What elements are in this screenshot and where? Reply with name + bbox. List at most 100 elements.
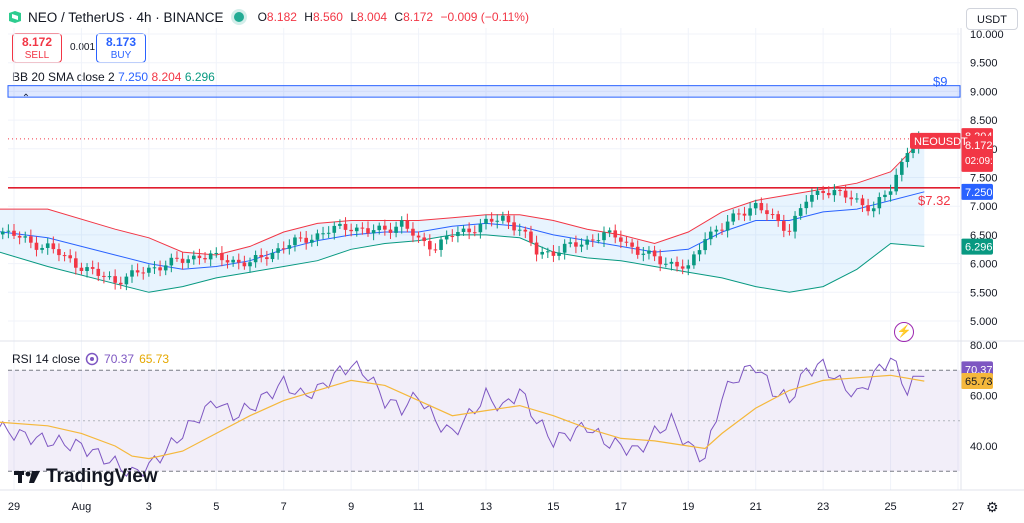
candle-body[interactable] [40, 247, 44, 250]
candle-body[interactable] [905, 153, 910, 163]
candle-body[interactable] [118, 282, 123, 285]
candle-body[interactable] [512, 222, 516, 231]
candle-body[interactable] [849, 197, 854, 200]
candle-body[interactable] [62, 255, 67, 257]
candle-body[interactable] [585, 239, 589, 245]
candle-body[interactable] [360, 227, 365, 229]
candle-body[interactable] [472, 232, 477, 234]
candle-body[interactable] [253, 255, 258, 263]
candle-body[interactable] [686, 265, 691, 269]
candle-body[interactable] [776, 214, 780, 222]
candle-body[interactable] [276, 248, 280, 253]
candle-body[interactable] [731, 213, 736, 222]
candle-body[interactable] [29, 236, 33, 243]
candle-body[interactable] [456, 231, 460, 237]
candle-body[interactable] [45, 243, 50, 248]
candle-body[interactable] [720, 229, 724, 231]
candle-body[interactable] [169, 257, 174, 266]
candle-body[interactable] [147, 267, 151, 273]
candle-body[interactable] [0, 231, 5, 235]
candle-body[interactable] [186, 259, 190, 263]
candle-body[interactable] [293, 237, 297, 246]
candle-body[interactable] [107, 276, 112, 278]
candle-body[interactable] [737, 213, 741, 215]
candle-body[interactable] [102, 275, 106, 277]
candle-body[interactable] [579, 244, 584, 247]
candle-body[interactable] [680, 266, 685, 269]
candle-body[interactable] [422, 237, 426, 242]
bb-legend[interactable]: BB 20 SMA close 2 7.250 8.204 6.296 [12, 70, 215, 84]
candle-body[interactable] [866, 205, 870, 212]
candle-body[interactable] [135, 270, 140, 273]
candle-body[interactable] [439, 239, 443, 250]
candle-body[interactable] [843, 190, 848, 198]
candle-body[interactable] [793, 215, 797, 232]
candle-body[interactable] [900, 162, 904, 175]
settings-gear-icon[interactable]: ⚙ [986, 499, 999, 515]
candle-body[interactable] [74, 258, 78, 268]
candle-body[interactable] [669, 261, 674, 264]
candle-body[interactable] [495, 220, 500, 222]
candle-body[interactable] [826, 193, 831, 196]
candle-body[interactable] [371, 230, 376, 234]
candle-body[interactable] [270, 252, 275, 260]
candle-body[interactable] [832, 190, 837, 196]
candle-body[interactable] [90, 267, 95, 269]
candle-body[interactable] [748, 208, 752, 216]
candle-body[interactable] [877, 197, 882, 209]
candle-body[interactable] [894, 174, 898, 192]
candle-body[interactable] [57, 249, 61, 256]
candle-body[interactable] [478, 223, 483, 233]
candle-body[interactable] [574, 242, 578, 247]
candle-body[interactable] [203, 258, 207, 260]
candle-body[interactable] [635, 246, 640, 255]
candle-body[interactable] [484, 218, 488, 224]
candle-body[interactable] [753, 203, 758, 209]
candle-body[interactable] [534, 242, 539, 255]
candle-body[interactable] [619, 237, 623, 242]
rsi-settings-icon[interactable] [85, 352, 99, 366]
candle-body[interactable] [703, 239, 707, 251]
candle-body[interactable] [242, 262, 247, 267]
candle-body[interactable] [338, 223, 342, 226]
candle-body[interactable] [287, 245, 292, 249]
candle-body[interactable] [815, 190, 820, 195]
candle-body[interactable] [883, 194, 887, 198]
candle-body[interactable] [68, 255, 72, 259]
candle-body[interactable] [265, 257, 269, 260]
candle-body[interactable] [658, 256, 662, 265]
candle-body[interactable] [860, 198, 865, 206]
candle-body[interactable] [23, 236, 28, 238]
candle-body[interactable] [158, 267, 162, 271]
candle-body[interactable] [192, 255, 196, 260]
candle-body[interactable] [259, 255, 264, 258]
candle-body[interactable] [428, 241, 432, 250]
candle-body[interactable] [220, 252, 224, 261]
candle-body[interactable] [630, 242, 634, 247]
candle-body[interactable] [624, 241, 629, 243]
candle-body[interactable] [51, 243, 56, 250]
candle-body[interactable] [461, 228, 466, 232]
candle-body[interactable] [647, 250, 651, 254]
candle-body[interactable] [304, 237, 308, 243]
candle-body[interactable] [607, 230, 612, 233]
candle-body[interactable] [163, 265, 168, 271]
candle-body[interactable] [523, 229, 528, 232]
candle-body[interactable] [798, 208, 803, 216]
candle-body[interactable] [517, 229, 522, 231]
candle-body[interactable] [602, 232, 606, 241]
candle-body[interactable] [315, 233, 320, 240]
candle-body[interactable] [838, 190, 842, 192]
collapse-legend-chevron-up-icon[interactable]: ⌃ [21, 93, 31, 104]
candle-body[interactable] [79, 267, 84, 272]
candle-body[interactable] [130, 270, 134, 277]
candle-body[interactable] [742, 213, 747, 216]
candle-body[interactable] [85, 267, 89, 272]
candle-body[interactable] [377, 225, 382, 231]
candle-body[interactable] [96, 268, 101, 276]
currency-selector[interactable]: USDT [966, 8, 1018, 30]
candle-body[interactable] [489, 218, 494, 222]
symbol-title[interactable]: NEO / TetherUS · 4h · BINANCE [28, 9, 224, 25]
candle-body[interactable] [433, 249, 438, 251]
